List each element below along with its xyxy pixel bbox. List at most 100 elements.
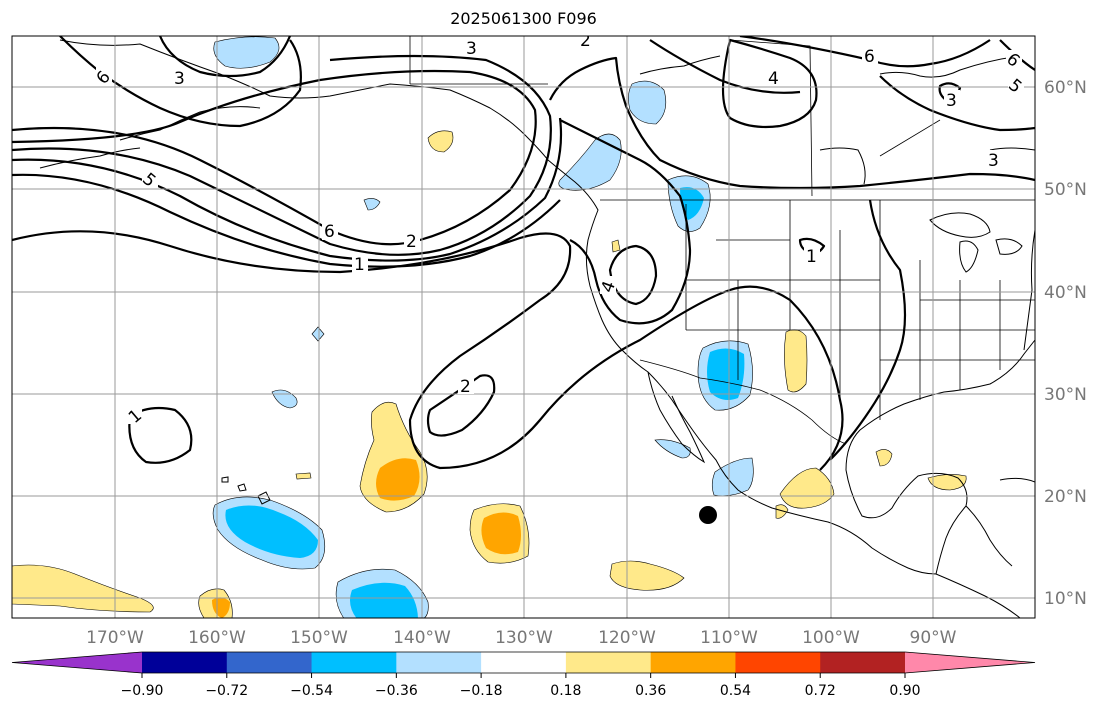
anomaly-blob xyxy=(875,449,893,467)
anomaly-blob xyxy=(779,467,835,509)
colorbar: −0.90 −0.72 −0.54 −0.36 −0.18 0.18 0.36 0.54 0.7… xyxy=(11,651,1036,699)
anomaly-blob xyxy=(707,348,745,400)
coastline xyxy=(221,476,229,483)
anomaly-blob xyxy=(350,582,418,618)
contour-label: 3 xyxy=(988,151,999,171)
anomaly-blob xyxy=(363,198,381,211)
contour-line xyxy=(12,69,537,246)
contour-line xyxy=(559,119,692,325)
contour-label: 3 xyxy=(174,69,185,89)
coastline xyxy=(1023,229,1035,351)
colorbar-tick-label: −0.54 xyxy=(290,683,333,699)
lat-tick-label: 40°N xyxy=(1044,283,1087,303)
contour-line xyxy=(12,230,844,471)
border-line xyxy=(639,359,847,445)
coastline xyxy=(959,240,979,273)
lat-tick-label: 60°N xyxy=(1044,78,1087,98)
colorbar-tick-label: 0.18 xyxy=(550,683,581,699)
contour-label-group: 6 5 6 1 2 3 2 4 6 3 3 4 2 1 xyxy=(93,36,1025,428)
lat-tick-label: 30°N xyxy=(1044,385,1087,405)
colorbar-segment xyxy=(142,652,228,673)
contour-line xyxy=(829,199,907,461)
contour-line xyxy=(549,56,1035,190)
colorbar-segment xyxy=(650,652,736,673)
anomaly-blob xyxy=(628,80,667,125)
colorbar-segment xyxy=(565,652,652,673)
border-line xyxy=(879,119,941,157)
lon-tick-label: 160°W xyxy=(188,628,246,648)
anomaly-blob xyxy=(295,472,312,480)
coastline xyxy=(995,238,1023,255)
coastline xyxy=(547,159,937,575)
lat-tick-label: 10°N xyxy=(1044,589,1087,609)
lat-tick-label: 20°N xyxy=(1044,487,1087,507)
political-borders xyxy=(409,36,1035,445)
anomaly-blob xyxy=(558,133,622,191)
contour-line xyxy=(739,36,991,68)
anomaly-blob xyxy=(427,130,454,153)
contour-line xyxy=(12,54,552,256)
lon-tick-label: 170°W xyxy=(86,628,144,648)
colorbar-extend-low xyxy=(12,652,142,673)
coastline xyxy=(639,55,721,75)
coastline xyxy=(237,483,247,492)
anomaly-blob xyxy=(654,439,691,459)
lon-tick-label: 100°W xyxy=(802,628,860,648)
lon-tick-label: 140°W xyxy=(393,628,451,648)
border-line xyxy=(729,39,813,197)
lon-tick-label: 120°W xyxy=(598,628,656,648)
coastline xyxy=(965,505,1013,567)
anomaly-shading xyxy=(12,36,967,618)
lon-tick-label: 130°W xyxy=(495,628,553,648)
coastline xyxy=(59,39,549,161)
coastline xyxy=(119,106,261,141)
anomaly-blob xyxy=(213,36,280,69)
anomaly-blob xyxy=(271,389,298,409)
coastline xyxy=(845,339,1035,575)
contour-line xyxy=(721,38,818,129)
anomaly-blob xyxy=(784,329,808,393)
colorbar-segment xyxy=(396,652,482,673)
colorbar-tick-label: −0.18 xyxy=(460,683,503,699)
colorbar-segment xyxy=(481,652,567,673)
colorbar-tick-label: −0.72 xyxy=(205,683,248,699)
contour-label: 6 xyxy=(324,222,335,242)
anomaly-blob xyxy=(611,239,621,253)
lon-tick-label: 110°W xyxy=(700,628,758,648)
contour-label: 1 xyxy=(354,255,365,275)
contour-label: 3 xyxy=(466,39,477,59)
anomaly-blob xyxy=(225,505,318,558)
anomaly-blob xyxy=(775,504,789,519)
colorbar-segment xyxy=(735,652,821,673)
contour-label: 6 xyxy=(864,47,875,67)
contour-label: 3 xyxy=(946,91,957,111)
contour-line xyxy=(426,374,496,437)
colorbar-tick-label: 0.54 xyxy=(720,683,751,699)
colorbar-segment xyxy=(311,652,397,673)
lon-axis-labels: 170°W 160°W 150°W 140°W 130°W 120°W 110°… xyxy=(86,628,957,648)
coastline xyxy=(257,491,271,505)
coastlines xyxy=(39,39,1035,618)
colorbar-extend-high xyxy=(905,652,1035,673)
lon-tick-label: 90°W xyxy=(910,628,957,648)
contour-line xyxy=(158,36,292,78)
anomaly-blob xyxy=(376,458,420,501)
anomaly-blob xyxy=(311,326,325,342)
coastline xyxy=(879,55,1021,78)
coastline xyxy=(999,477,1035,483)
storm-marker xyxy=(699,506,717,524)
map-title: 2025061300 F096 xyxy=(450,9,597,28)
coastline xyxy=(989,147,1035,151)
colorbar-tick-label: 0.72 xyxy=(805,683,836,699)
lon-tick-label: 150°W xyxy=(290,628,348,648)
coastline xyxy=(647,371,706,464)
colorbar-segment xyxy=(226,652,313,673)
contour-label: 1 xyxy=(806,247,817,267)
map-frame xyxy=(11,35,1036,619)
lat-tick-label: 50°N xyxy=(1044,180,1087,200)
coastline xyxy=(929,212,991,238)
colorbar-tick-label: −0.90 xyxy=(121,683,164,699)
anomaly-blob xyxy=(711,457,754,497)
colorbar-tick-label: 0.36 xyxy=(635,683,666,699)
